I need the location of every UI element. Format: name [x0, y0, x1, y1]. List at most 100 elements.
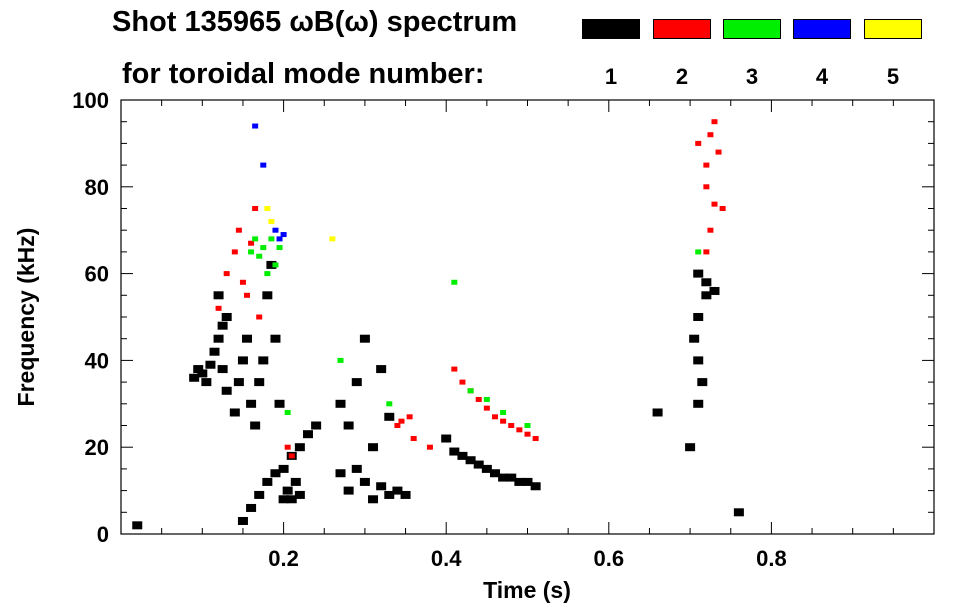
spectrum-point-mode-1 [246, 503, 257, 512]
spectrum-point-mode-2 [215, 305, 222, 311]
spectrum-point-mode-1 [441, 434, 452, 443]
spectrum-point-mode-2 [244, 292, 251, 298]
chart-title: Shot 135965 ωB(ω) spectrum [112, 6, 518, 38]
spectrum-point-mode-4 [272, 227, 279, 233]
y-tick-label: 80 [85, 175, 109, 200]
spectrum-point-mode-2 [711, 201, 718, 207]
spectrum-point-mode-3 [524, 423, 531, 428]
x-tick-label: 0.8 [756, 546, 787, 571]
spectrum-point-mode-2 [239, 279, 246, 285]
legend-label-5: 5 [886, 64, 900, 89]
legend-label-3: 3 [745, 64, 759, 89]
y-tick-label: 20 [85, 435, 109, 460]
spectrum-point-mode-2 [500, 418, 507, 424]
spectrum-point-mode-1 [294, 490, 305, 499]
spectrum-point-mode-3 [451, 279, 458, 285]
series-mode-4 [252, 123, 287, 242]
spectrum-point-mode-1 [652, 408, 663, 417]
spectrum-point-mode-1 [237, 516, 248, 525]
spectrum-point-mode-3 [268, 236, 275, 242]
spectrum-point-mode-1 [498, 473, 509, 482]
spectrum-point-mode-2 [252, 206, 259, 211]
spectrum-point-mode-1 [384, 490, 395, 499]
y-tick-label: 60 [85, 262, 109, 287]
legend-swatch-2 [653, 19, 711, 39]
spectrum-point-mode-1 [530, 482, 541, 491]
spectrum-point-mode-1 [270, 334, 281, 343]
legend-swatch-4 [793, 19, 851, 39]
spectrum-point-mode-1 [221, 386, 232, 395]
spectrum-point-mode-1 [376, 482, 387, 491]
spectrum-point-mode-5 [268, 219, 275, 225]
spectrum-point-mode-4 [260, 162, 267, 168]
spectrum-point-mode-3 [276, 245, 283, 251]
spectrum-point-mode-4 [280, 232, 287, 238]
spectrum-point-mode-2 [715, 149, 722, 155]
spectrum-point-mode-1 [282, 486, 293, 495]
spectrum-point-mode-1 [733, 508, 744, 517]
spectrum-point-mode-1 [274, 399, 285, 408]
spectrum-point-mode-1 [250, 421, 261, 430]
spectrum-point-mode-1 [343, 421, 354, 430]
spectrum-point-mode-1 [351, 464, 362, 473]
spectrum-point-mode-1 [473, 460, 484, 469]
spectrum-point-mode-1 [351, 378, 362, 387]
spectrum-point-mode-1 [197, 369, 208, 378]
spectrum-point-mode-1 [368, 443, 379, 452]
spectrum-point-mode-2 [524, 431, 531, 437]
spectrum-point-mode-3 [284, 409, 291, 415]
spectrum-point-mode-1 [233, 378, 244, 387]
spectrum-point-mode-1 [335, 469, 346, 478]
spectrum-point-mode-1 [506, 473, 517, 482]
spectrum-point-mode-2 [483, 405, 490, 411]
spectrum-point-mode-3 [467, 388, 474, 394]
spectrum-point-mode-1 [449, 447, 460, 456]
spectrum-point-mode-3 [695, 249, 702, 255]
spectrum-point-mode-2 [459, 379, 466, 385]
spectrum-point-mode-3 [500, 409, 507, 415]
y-tick-label: 100 [72, 88, 109, 113]
spectrum-point-mode-1 [376, 365, 387, 374]
series-mode-5 [264, 206, 336, 242]
y-tick-label: 40 [85, 348, 109, 373]
spectrum-point-mode-2 [707, 132, 714, 138]
spectrum-point-mode-1 [514, 477, 525, 486]
spectrum-point-mode-1 [343, 486, 354, 495]
spectrum-point-mode-2 [695, 140, 702, 146]
spectrum-point-mode-1 [221, 313, 232, 321]
spectrum-point-mode-2 [288, 453, 295, 459]
spectrum-point-mode-1 [229, 408, 240, 417]
spectrum-point-mode-1 [262, 477, 273, 486]
spectrum-point-mode-1 [400, 490, 411, 499]
plot-area [132, 119, 744, 530]
spectrum-point-mode-2 [707, 227, 714, 233]
legend-swatch-1 [582, 19, 640, 39]
series-mode-1 [132, 260, 744, 530]
spectrum-point-mode-1 [522, 477, 533, 486]
spectrum-point-mode-2 [223, 271, 230, 277]
spectrum-point-mode-2 [284, 444, 291, 450]
spectrum-point-mode-1 [189, 373, 200, 382]
spectrum-point-mode-2 [516, 427, 523, 433]
spectrum-point-mode-1 [262, 291, 273, 300]
spectrum-point-mode-1 [132, 521, 143, 530]
spectrum-point-mode-1 [302, 430, 313, 439]
spectrum-point-mode-4 [276, 236, 283, 242]
spectrum-point-mode-1 [242, 334, 253, 343]
series-mode-2 [215, 119, 726, 459]
axes: 0.2 0.4 0.6 0.8 0 20 40 60 80 100 [72, 88, 934, 571]
spectrum-point-mode-1 [693, 313, 704, 321]
spectrum-point-mode-2 [248, 240, 255, 246]
spectrum-point-mode-1 [217, 365, 228, 374]
y-tick-label: 0 [97, 522, 109, 547]
spectrum-point-mode-3 [264, 271, 271, 277]
spectrum-point-mode-1 [237, 356, 248, 365]
spectrum-point-mode-1 [270, 469, 281, 478]
spectrum-point-mode-2 [491, 414, 498, 420]
spectrum-point-mode-2 [703, 184, 710, 190]
spectrum-point-mode-1 [489, 469, 500, 478]
spectrum-point-mode-2 [711, 119, 718, 125]
spectrum-point-mode-3 [248, 249, 255, 255]
spectrum-point-mode-1 [246, 399, 257, 408]
spectrum-point-mode-2 [426, 444, 433, 450]
